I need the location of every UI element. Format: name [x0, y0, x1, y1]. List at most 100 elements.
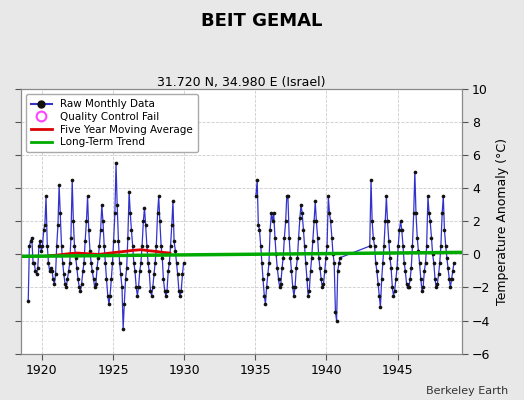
- Point: [273, 264, 281, 271]
- Point: [433, 281, 442, 287]
- Point: [137, 260, 145, 266]
- Point: [41, 221, 49, 228]
- Point: [385, 238, 393, 244]
- Point: [81, 238, 90, 244]
- Point: [31, 268, 39, 274]
- Point: [163, 288, 171, 294]
- Point: [369, 235, 377, 241]
- Point: [426, 218, 434, 224]
- Point: [86, 248, 94, 254]
- Point: [299, 226, 308, 233]
- Point: [100, 243, 108, 249]
- Point: [68, 177, 77, 183]
- Point: [154, 210, 162, 216]
- Point: [260, 292, 268, 299]
- Point: [283, 193, 292, 200]
- Point: [414, 248, 422, 254]
- Point: [377, 276, 386, 282]
- Point: [287, 268, 296, 274]
- Point: [298, 210, 307, 216]
- Point: [56, 210, 64, 216]
- Point: [418, 288, 426, 294]
- Point: [112, 160, 120, 167]
- Point: [255, 226, 264, 233]
- Point: [367, 177, 375, 183]
- Point: [254, 221, 263, 228]
- Point: [105, 301, 113, 307]
- Point: [305, 288, 313, 294]
- Point: [84, 226, 93, 233]
- Point: [102, 276, 111, 282]
- Point: [157, 243, 166, 249]
- Point: [90, 276, 98, 282]
- Point: [402, 281, 411, 287]
- Point: [28, 235, 36, 241]
- Point: [266, 226, 275, 233]
- Point: [155, 193, 163, 200]
- Point: [24, 298, 32, 304]
- Point: [60, 271, 68, 278]
- Point: [43, 243, 51, 249]
- Point: [131, 268, 139, 274]
- Point: [289, 284, 297, 291]
- Point: [128, 243, 137, 249]
- Point: [104, 292, 112, 299]
- Point: [276, 284, 284, 291]
- Point: [312, 218, 321, 224]
- Point: [387, 264, 395, 271]
- Point: [412, 210, 420, 216]
- Point: [334, 268, 342, 274]
- Point: [268, 218, 277, 224]
- Point: [97, 202, 106, 208]
- Point: [296, 215, 304, 221]
- Y-axis label: Temperature Anomaly (°C): Temperature Anomaly (°C): [496, 138, 509, 305]
- Point: [317, 276, 325, 282]
- Point: [436, 243, 445, 249]
- Point: [125, 188, 133, 195]
- Point: [47, 264, 55, 271]
- Point: [388, 284, 397, 291]
- Point: [144, 260, 152, 266]
- Point: [372, 260, 380, 266]
- Point: [96, 226, 105, 233]
- Point: [160, 288, 169, 294]
- Point: [174, 288, 183, 294]
- Point: [294, 235, 303, 241]
- Point: [79, 268, 87, 274]
- Point: [395, 226, 403, 233]
- Point: [122, 276, 130, 282]
- Point: [300, 243, 309, 249]
- Point: [429, 251, 437, 258]
- Point: [116, 271, 125, 278]
- Point: [25, 243, 34, 249]
- Point: [301, 260, 310, 266]
- Point: [46, 268, 54, 274]
- Point: [271, 235, 279, 241]
- Point: [413, 235, 421, 241]
- Point: [145, 268, 154, 274]
- Point: [106, 292, 114, 299]
- Point: [177, 288, 185, 294]
- Point: [303, 276, 311, 282]
- Point: [410, 210, 418, 216]
- Point: [37, 248, 46, 254]
- Point: [108, 260, 117, 266]
- Point: [134, 284, 143, 291]
- Point: [406, 276, 414, 282]
- Point: [140, 205, 149, 211]
- Point: [165, 260, 173, 266]
- Point: [311, 198, 320, 205]
- Point: [91, 284, 99, 291]
- Point: [374, 281, 383, 287]
- Point: [80, 260, 88, 266]
- Point: [29, 260, 37, 266]
- Point: [38, 243, 47, 249]
- Point: [77, 288, 85, 294]
- Point: [143, 243, 151, 249]
- Point: [42, 193, 50, 200]
- Point: [330, 260, 339, 266]
- Point: [382, 193, 390, 200]
- Point: [99, 218, 107, 224]
- Text: BEIT GEMAL: BEIT GEMAL: [201, 12, 323, 30]
- Point: [150, 271, 158, 278]
